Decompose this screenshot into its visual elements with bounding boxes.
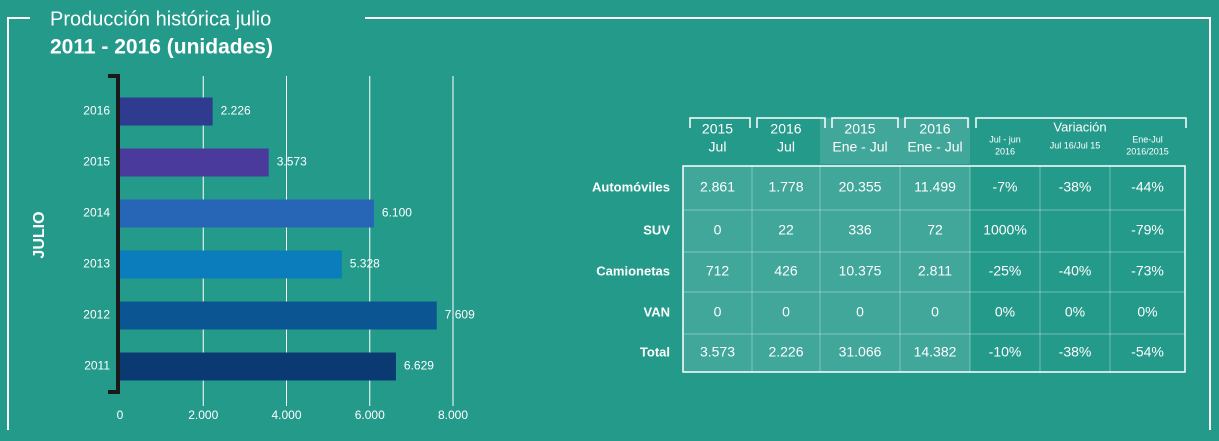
column-header: Jul 16/Jul 15 bbox=[1050, 140, 1101, 150]
header-bracket bbox=[689, 117, 751, 128]
bar bbox=[120, 97, 213, 126]
bar bbox=[120, 250, 342, 279]
column-header: Jul - jun bbox=[989, 134, 1021, 144]
row-label: SUV bbox=[643, 222, 670, 237]
table-cell: 10.375 bbox=[839, 263, 882, 279]
y-tick-label: 2011 bbox=[84, 359, 110, 373]
y-tick-label: 2014 bbox=[83, 206, 110, 220]
table-cell: 0 bbox=[931, 304, 939, 320]
table-cell: 3.573 bbox=[700, 344, 735, 360]
table-cell: -38% bbox=[1059, 344, 1092, 360]
header-bracket bbox=[904, 117, 969, 128]
header-bracket bbox=[756, 117, 826, 128]
table-cell: 0 bbox=[856, 304, 864, 320]
table-cell: 72 bbox=[927, 222, 943, 238]
y-tick-label: 2015 bbox=[83, 155, 110, 169]
chart-title: Producción histórica julio bbox=[50, 8, 271, 30]
frame bbox=[7, 17, 1211, 430]
column-header: 2016 bbox=[770, 121, 801, 137]
bar bbox=[120, 199, 374, 228]
column-header: 2015 bbox=[844, 121, 875, 137]
value-label: 6.629 bbox=[404, 359, 434, 373]
y-tick-label: 2016 bbox=[83, 104, 110, 118]
table-cell: 11.499 bbox=[914, 179, 956, 195]
value-label: 5.328 bbox=[350, 257, 380, 271]
y-axis-label: JULIO bbox=[31, 211, 48, 258]
x-tick-label: 6.000 bbox=[355, 408, 385, 422]
value-label: 7.609 bbox=[445, 308, 475, 322]
header-bracket bbox=[975, 117, 1187, 128]
table-cell: 20.355 bbox=[839, 179, 882, 195]
table-cell: -38% bbox=[1059, 179, 1092, 195]
table-cell: 31.066 bbox=[839, 344, 882, 360]
bar bbox=[120, 352, 396, 381]
column-header: 2016/2015 bbox=[1126, 146, 1169, 156]
table-cell: -10% bbox=[989, 344, 1022, 360]
x-tick-label: 2.000 bbox=[188, 408, 218, 422]
value-label: 2.226 bbox=[221, 104, 251, 118]
x-tick-label: 0 bbox=[117, 408, 124, 422]
table-cell: -44% bbox=[1131, 179, 1164, 195]
row-label: Total bbox=[640, 344, 670, 359]
table-cell: 1.778 bbox=[768, 179, 803, 195]
table-cell: 2.226 bbox=[768, 344, 803, 360]
table-cell: -40% bbox=[1059, 263, 1092, 279]
table-cell: 426 bbox=[774, 263, 798, 279]
axis-bracket bbox=[108, 74, 120, 394]
y-tick-label: 2013 bbox=[83, 257, 110, 271]
table-cell: 0 bbox=[714, 222, 722, 238]
header-bracket bbox=[831, 117, 899, 128]
table-cell: 2.861 bbox=[700, 179, 735, 195]
table-cell: 0% bbox=[1065, 304, 1085, 320]
table-cell: 22 bbox=[778, 222, 794, 238]
column-header: Ene-Jul bbox=[1132, 134, 1163, 144]
row-label: VAN bbox=[644, 304, 670, 319]
row-label: Automóviles bbox=[592, 179, 670, 194]
table-cell: 14.382 bbox=[914, 344, 957, 360]
table-cell: 0 bbox=[782, 304, 790, 320]
table-cell: 1000% bbox=[983, 222, 1027, 238]
table-border bbox=[682, 165, 1186, 373]
table-fill bbox=[683, 166, 970, 372]
header-group: Variación bbox=[1053, 119, 1106, 134]
table-cell: 712 bbox=[706, 263, 730, 279]
table-cell: -73% bbox=[1131, 263, 1164, 279]
value-label: 6.100 bbox=[382, 206, 412, 220]
column-header: 2016 bbox=[919, 121, 950, 137]
table-cell: 2.811 bbox=[918, 263, 952, 279]
column-header: Ene - Jul bbox=[832, 139, 887, 155]
column-header: 2015 bbox=[702, 121, 733, 137]
row-label: Camionetas bbox=[596, 263, 670, 278]
bar bbox=[120, 301, 437, 330]
bar bbox=[120, 148, 269, 177]
table-cell: 336 bbox=[848, 222, 872, 238]
table-cell: 0 bbox=[714, 304, 722, 320]
chart-subtitle: 2011 - 2016 (unidades) bbox=[50, 36, 273, 59]
column-header: Jul bbox=[709, 139, 727, 155]
value-label: 3.573 bbox=[277, 155, 307, 169]
column-header: Jul bbox=[777, 139, 795, 155]
table-cell: -7% bbox=[993, 179, 1018, 195]
table-cell: 0% bbox=[1137, 304, 1157, 320]
table-cell: -79% bbox=[1131, 222, 1164, 238]
x-tick-label: 4.000 bbox=[271, 408, 301, 422]
table-cell: -54% bbox=[1131, 344, 1164, 360]
x-tick-label: 8.000 bbox=[438, 408, 468, 422]
y-tick-label: 2012 bbox=[83, 308, 110, 322]
table-cell: 0% bbox=[995, 304, 1015, 320]
column-header: 2016 bbox=[995, 146, 1015, 156]
column-header: Ene - Jul bbox=[907, 139, 962, 155]
table-cell: -25% bbox=[989, 263, 1022, 279]
header-fill bbox=[820, 118, 970, 164]
